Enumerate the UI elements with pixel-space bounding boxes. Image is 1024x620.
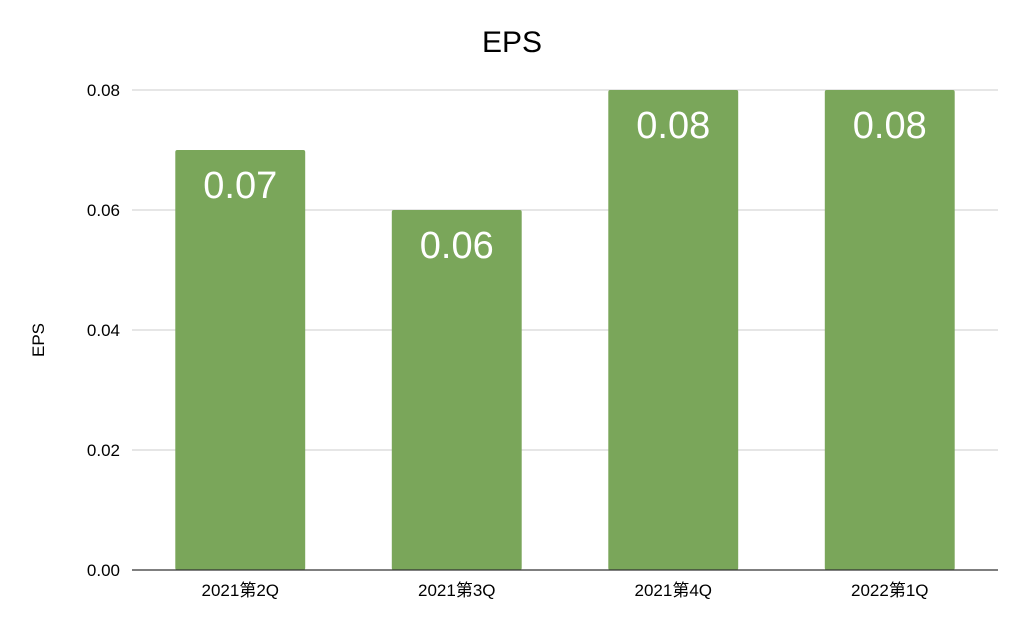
bar-value-label: 0.08 <box>853 105 927 147</box>
bars <box>175 90 955 570</box>
bar <box>175 150 306 570</box>
y-tick-label: 0.06 <box>87 201 120 220</box>
bar-value-label: 0.07 <box>203 165 277 207</box>
x-tick-label: 2022第1Q <box>851 581 929 600</box>
y-tick-label: 0.08 <box>87 81 120 100</box>
bar-value-label: 0.06 <box>420 225 494 267</box>
bar-value-label: 0.08 <box>636 105 710 147</box>
chart-title: EPS <box>482 26 542 59</box>
data-labels: 0.07 0.06 0.08 0.08 <box>203 105 926 267</box>
y-axis-ticks: 0.00 0.02 0.04 0.06 0.08 <box>87 81 120 580</box>
x-tick-label: 2021第3Q <box>418 581 496 600</box>
bar <box>608 90 739 570</box>
x-axis-ticks: 2021第2Q 2021第3Q 2021第4Q 2022第1Q <box>202 581 929 600</box>
bar <box>391 210 522 570</box>
y-tick-label: 0.04 <box>87 321 120 340</box>
x-tick-label: 2021第4Q <box>635 581 713 600</box>
x-tick-label: 2021第2Q <box>202 581 280 600</box>
y-tick-label: 0.00 <box>87 561 120 580</box>
y-axis-title: EPS <box>29 323 48 357</box>
bar <box>824 90 955 570</box>
y-tick-label: 0.02 <box>87 441 120 460</box>
